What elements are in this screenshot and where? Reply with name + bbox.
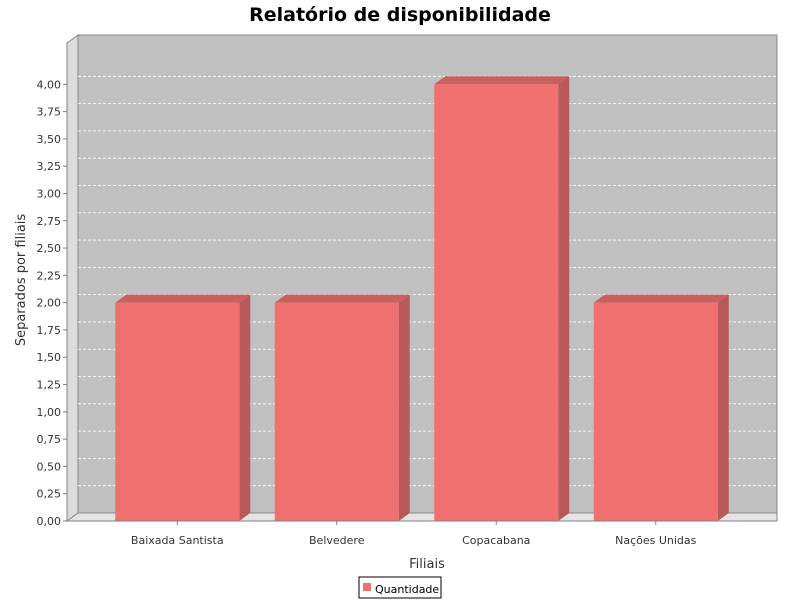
y-tick-label: 2,75 [37, 215, 62, 228]
y-tick-label: 3,00 [37, 187, 62, 200]
legend-box [358, 576, 442, 599]
legend: Quantidade [358, 576, 442, 599]
y-tick-label: 0,25 [37, 488, 62, 501]
bar-side [398, 294, 410, 521]
bar-front [274, 302, 399, 521]
legend-label: Quantidade [375, 583, 439, 596]
y-tick-label: 1,50 [37, 351, 62, 364]
y-tick-label: 0,50 [37, 460, 62, 473]
legend-swatch [363, 583, 371, 591]
bar-front [593, 302, 718, 521]
bar-front [115, 302, 240, 521]
bar-top [434, 76, 570, 85]
chart-title: Relatório de disponibilidade [249, 4, 551, 26]
y-tick-label: 1,75 [37, 324, 62, 337]
x-tick-label: Belvedere [309, 534, 365, 547]
x-tick-label: Copacabana [462, 534, 530, 547]
y-axis: 0,00 0,25 0,50 0,75 1,00 1,25 1,50 1,75 2,00 2,25… [37, 43, 68, 528]
bar-front [434, 84, 559, 521]
y-tick-label: 2,00 [37, 297, 62, 310]
bar-side [558, 76, 570, 521]
bar-side [239, 294, 251, 521]
y-tick-label: 0,75 [37, 433, 62, 446]
y-axis-title: Separados por filiais [14, 214, 29, 347]
bar [434, 76, 570, 521]
bar-top [593, 294, 729, 303]
bar-top [115, 294, 251, 303]
bar [115, 294, 251, 521]
y-tick-label: 0,00 [37, 515, 62, 528]
y-tick-label: 3,25 [37, 160, 62, 173]
x-axis-title: Filiais [409, 557, 445, 572]
y-tick-label: 3,75 [37, 106, 62, 119]
y-tick-label: 3,50 [37, 133, 62, 146]
bar [274, 294, 410, 521]
y-tick-label: 2,50 [37, 242, 62, 255]
x-tick-label: Nações Unidas [615, 534, 697, 547]
bar [593, 294, 729, 521]
y-tick-label: 1,25 [37, 379, 62, 392]
y-tick-label: 4,00 [37, 78, 62, 91]
x-axis: Baixada Santista Belvedere Copacabana Naçõe… [67, 520, 777, 547]
bar-top [274, 294, 410, 303]
x-tick-label: Baixada Santista [131, 534, 224, 547]
bar-side [717, 294, 729, 521]
bars [115, 76, 729, 521]
y-tick-label: 2,25 [37, 269, 62, 282]
y-tick-label: 1,00 [37, 406, 62, 419]
left-wall [66, 34, 79, 522]
